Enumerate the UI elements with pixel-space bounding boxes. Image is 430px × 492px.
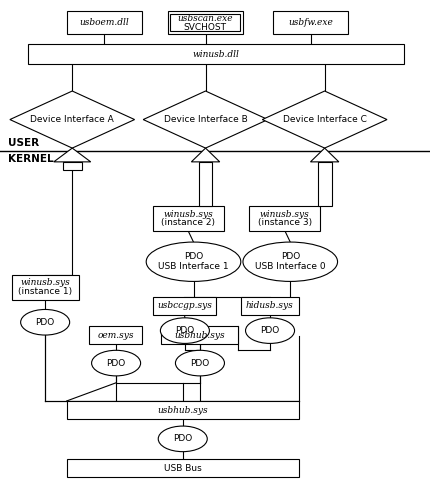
Bar: [199, 162, 212, 206]
Ellipse shape: [175, 350, 224, 376]
Polygon shape: [191, 148, 220, 162]
Text: usbscan.exe: usbscan.exe: [178, 14, 233, 23]
Bar: [273, 11, 348, 34]
Ellipse shape: [21, 309, 70, 335]
Polygon shape: [54, 148, 91, 162]
Ellipse shape: [92, 350, 141, 376]
Ellipse shape: [158, 426, 207, 452]
Bar: [161, 326, 238, 344]
Text: PDO: PDO: [261, 326, 280, 335]
Text: (instance 2): (instance 2): [161, 218, 215, 227]
Text: PDO: PDO: [190, 359, 209, 368]
Text: PDO: PDO: [36, 318, 55, 327]
Text: PDO: PDO: [107, 359, 126, 368]
Text: usbhub.sys: usbhub.sys: [157, 405, 208, 415]
Text: usbccgp.sys: usbccgp.sys: [157, 301, 212, 310]
Bar: [67, 401, 299, 419]
Bar: [67, 11, 142, 34]
Bar: [318, 162, 332, 206]
Bar: [153, 297, 216, 315]
Text: winusb.sys: winusb.sys: [163, 210, 213, 218]
Text: SVCHOST: SVCHOST: [184, 23, 227, 31]
Text: winusb.sys: winusb.sys: [21, 278, 70, 287]
Bar: [12, 275, 79, 300]
Text: Device Interface B: Device Interface B: [164, 115, 247, 124]
Ellipse shape: [160, 318, 209, 343]
Polygon shape: [10, 91, 135, 148]
Text: usbfw.exe: usbfw.exe: [288, 18, 333, 27]
Text: USER: USER: [8, 138, 39, 148]
Bar: [249, 206, 320, 231]
Text: winusb.sys: winusb.sys: [260, 210, 310, 218]
Text: winusb.dll: winusb.dll: [193, 50, 240, 59]
Text: KERNEL: KERNEL: [8, 154, 53, 164]
Text: (instance 3): (instance 3): [258, 218, 312, 227]
Bar: [153, 206, 224, 231]
Bar: [63, 162, 82, 170]
Ellipse shape: [246, 318, 295, 343]
Text: PDO: PDO: [175, 326, 194, 335]
Text: PDO
USB Interface 0: PDO USB Interface 0: [255, 252, 326, 272]
Text: oem.sys: oem.sys: [98, 331, 134, 340]
Bar: [67, 459, 299, 477]
Bar: [170, 14, 240, 31]
Polygon shape: [310, 148, 339, 162]
Bar: [28, 44, 404, 64]
Text: USB Bus: USB Bus: [164, 463, 202, 473]
Text: usboem.dll: usboem.dll: [80, 18, 129, 27]
Polygon shape: [262, 91, 387, 148]
Text: Device Interface C: Device Interface C: [283, 115, 367, 124]
Text: PDO
USB Interface 1: PDO USB Interface 1: [158, 252, 229, 272]
Text: Device Interface A: Device Interface A: [31, 115, 114, 124]
Polygon shape: [143, 91, 268, 148]
Ellipse shape: [243, 242, 338, 281]
Ellipse shape: [146, 242, 241, 281]
Text: (instance 1): (instance 1): [18, 287, 72, 296]
Bar: [89, 326, 142, 344]
Bar: [168, 11, 243, 34]
Text: PDO: PDO: [173, 434, 192, 443]
Text: usbhub.sys: usbhub.sys: [174, 331, 225, 340]
Bar: [241, 297, 299, 315]
Text: hidusb.sys: hidusb.sys: [246, 301, 294, 310]
